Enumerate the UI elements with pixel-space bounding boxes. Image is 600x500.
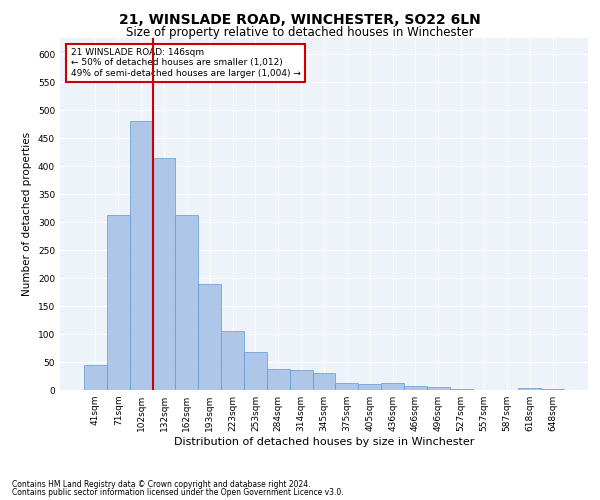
X-axis label: Distribution of detached houses by size in Winchester: Distribution of detached houses by size … [174,437,474,447]
Bar [450,389,473,390]
Text: Size of property relative to detached houses in Winchester: Size of property relative to detached ho… [126,26,474,39]
Bar [358,384,381,390]
Text: 21, WINSLADE ROAD, WINCHESTER, SO22 6LN: 21, WINSLADE ROAD, WINCHESTER, SO22 6LN [119,12,481,26]
Text: 21 WINSLADE ROAD: 146sqm
← 50% of detached houses are smaller (1,012)
49% of sem: 21 WINSLADE ROAD: 146sqm ← 50% of detach… [71,48,301,78]
Bar [335,384,358,390]
Bar [221,331,244,390]
Text: Contains HM Land Registry data © Crown copyright and database right 2024.: Contains HM Land Registry data © Crown c… [12,480,311,489]
Bar [107,216,130,390]
Bar [404,386,427,390]
Y-axis label: Number of detached properties: Number of detached properties [22,132,32,296]
Bar [175,216,198,390]
Bar [152,158,175,390]
Bar [427,387,450,390]
Text: Contains public sector information licensed under the Open Government Licence v3: Contains public sector information licen… [12,488,344,497]
Bar [518,388,541,390]
Bar [381,382,404,390]
Bar [313,373,335,390]
Bar [244,352,267,390]
Bar [290,370,313,390]
Bar [198,284,221,390]
Bar [84,365,107,390]
Bar [267,368,290,390]
Bar [130,122,152,390]
